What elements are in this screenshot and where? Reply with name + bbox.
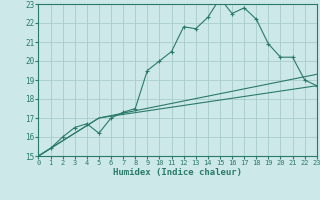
X-axis label: Humidex (Indice chaleur): Humidex (Indice chaleur) <box>113 168 242 177</box>
